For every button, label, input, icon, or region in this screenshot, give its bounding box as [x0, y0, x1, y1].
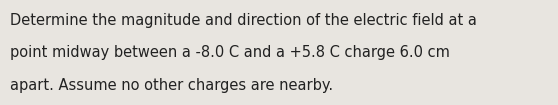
Text: apart. Assume no other charges are nearby.: apart. Assume no other charges are nearb… — [10, 78, 333, 93]
Text: point midway between a -8.0 C and a +5.8 C charge 6.0 cm: point midway between a -8.0 C and a +5.8… — [10, 45, 450, 60]
Text: Determine the magnitude and direction of the electric field at a: Determine the magnitude and direction of… — [10, 13, 477, 28]
